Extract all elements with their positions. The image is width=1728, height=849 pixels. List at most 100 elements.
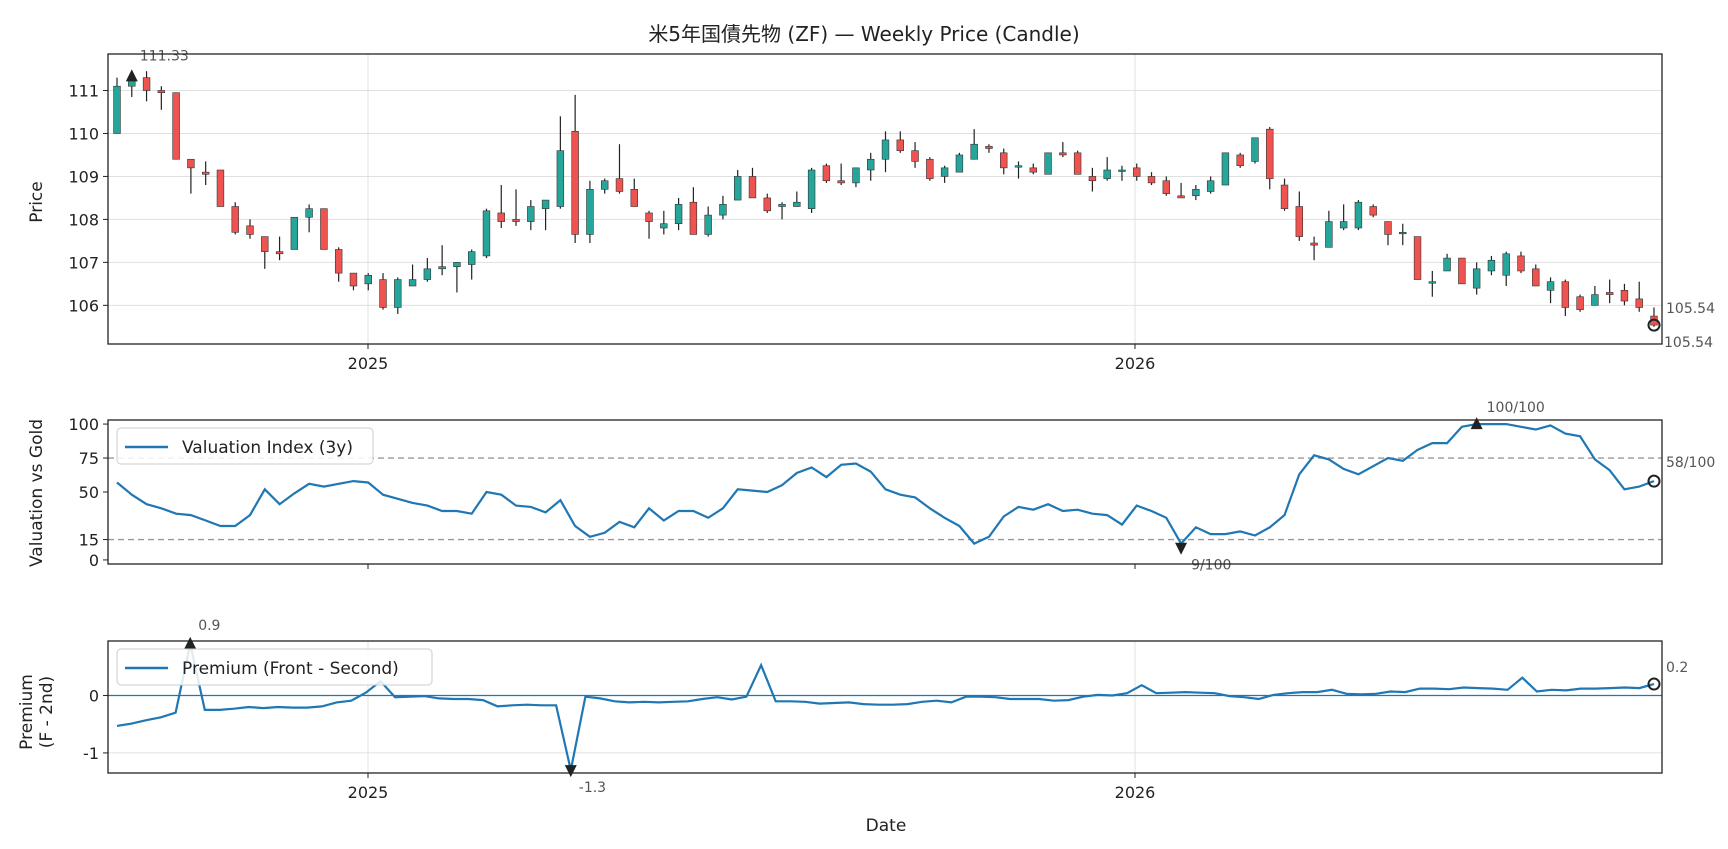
candle-body <box>1472 268 1481 289</box>
candle-body <box>586 189 594 235</box>
value-annotation: 105.54 <box>1664 335 1713 351</box>
candle-body <box>187 158 195 169</box>
candle-body <box>1000 152 1008 169</box>
y-tick-label: 50 <box>79 483 99 502</box>
candle-body <box>305 208 313 218</box>
candle-body <box>719 204 727 216</box>
premium-axes: -1 0 2025 2026 <box>83 640 1663 802</box>
candle-body <box>172 92 180 160</box>
candle-body <box>438 266 446 270</box>
candle-body <box>349 272 358 287</box>
candle-body <box>512 219 520 222</box>
candle-body <box>556 150 565 207</box>
candle-body <box>1073 152 1082 175</box>
valuation-line: 100/100 58/100 9/100 Valuation Index (3y) <box>108 400 1715 574</box>
candle-body <box>1369 206 1377 216</box>
premium-x-label: Date <box>866 816 907 836</box>
candle-body <box>1620 289 1629 302</box>
candle-body <box>467 251 476 265</box>
candle-body <box>970 143 978 160</box>
candle-body <box>881 139 890 160</box>
candle-body <box>630 189 638 207</box>
plot-frame <box>107 53 1663 345</box>
min-marker <box>1175 542 1188 555</box>
x-tick-label: 2025 <box>348 354 389 373</box>
candle-body <box>261 236 269 252</box>
candle-body <box>1177 195 1185 199</box>
y-tick-label: 100 <box>68 415 99 434</box>
max-marker <box>125 69 138 82</box>
candle-body <box>113 85 121 134</box>
candle-body <box>748 176 757 199</box>
price-y-label: Price <box>27 181 47 222</box>
candle-body <box>1088 176 1097 182</box>
candle-body <box>1487 259 1496 272</box>
price-panel: 111.33 105.54 105.54 106 107 108 109 110 111 202… <box>27 48 1715 373</box>
candle-body <box>1517 255 1525 272</box>
candle-body <box>364 274 372 285</box>
valuation-axes: 015 50 75 100 <box>68 415 1663 570</box>
legend-box <box>116 427 374 465</box>
candle-body <box>1133 167 1141 177</box>
candle-body <box>955 154 964 173</box>
candle-body <box>379 279 387 308</box>
value-annotation: 100/100 <box>1487 400 1545 416</box>
candle-body <box>1576 296 1584 310</box>
y-tick-label: 0 <box>89 551 99 570</box>
y-tick-label: 75 <box>79 449 99 468</box>
max-marker <box>184 636 197 649</box>
candle-body <box>645 212 653 222</box>
candle-body <box>320 208 328 250</box>
y-tick-label: 109 <box>68 167 99 186</box>
valuation-panel: 100/100 58/100 9/100 Valuation Index (3y) 0… <box>27 400 1715 574</box>
candle-body <box>246 225 254 235</box>
y-tick-label: 15 <box>79 531 99 550</box>
candle-body <box>1059 152 1067 156</box>
candle-body <box>1546 281 1555 291</box>
x-tick-label: 2025 <box>348 783 389 802</box>
candle-body <box>541 199 550 209</box>
candle-body <box>1147 176 1156 184</box>
candle-body <box>1561 281 1570 308</box>
candle-body <box>1591 294 1599 306</box>
candle-body <box>201 171 210 175</box>
candle-body <box>689 201 698 235</box>
legend-label: Premium (Front - Second) <box>182 659 399 679</box>
candle-body <box>734 176 742 201</box>
premium-y-label: Premium(F - 2nd) <box>17 674 57 750</box>
candle-body <box>275 251 284 255</box>
last-marker <box>1647 474 1661 488</box>
value-annotation: 0.9 <box>198 618 220 634</box>
candle-body <box>1266 128 1274 179</box>
candle-body <box>1162 180 1170 194</box>
valuation-series-line <box>116 423 1655 546</box>
price-axes: 106 107 108 109 110 111 2025 2026 <box>68 53 1663 373</box>
candle-body <box>1044 152 1052 175</box>
value-annotation: -1.3 <box>579 780 606 796</box>
legend-box <box>116 648 433 686</box>
candle-body <box>867 158 875 171</box>
candle-body <box>1118 169 1126 172</box>
value-annotation: 105.54 <box>1666 301 1715 317</box>
valuation-legend: Valuation Index (3y) <box>116 427 374 465</box>
candle-body <box>1413 236 1422 280</box>
chart-title: 米5年国債先物 (ZF) — Weekly Price (Candle) <box>648 22 1079 46</box>
candle-body <box>1605 292 1614 295</box>
price-grid <box>108 54 1662 344</box>
max-marker <box>1470 417 1483 430</box>
candle-body <box>660 223 668 229</box>
x-tick-label: 2026 <box>1115 783 1156 802</box>
candle-body <box>1014 165 1023 168</box>
value-annotation: 58/100 <box>1666 455 1715 471</box>
min-marker <box>564 765 577 778</box>
candle-body <box>1428 281 1437 284</box>
candle-body <box>674 204 683 225</box>
candle-body <box>985 146 993 149</box>
x-tick-label: 2026 <box>1115 354 1156 373</box>
candle-body <box>1458 257 1466 285</box>
candle-body <box>911 150 919 162</box>
candle-body <box>1295 206 1304 237</box>
value-annotation: 111.33 <box>140 48 189 64</box>
candle-body <box>1339 221 1348 229</box>
premium-legend: Premium (Front - Second) <box>116 648 433 686</box>
